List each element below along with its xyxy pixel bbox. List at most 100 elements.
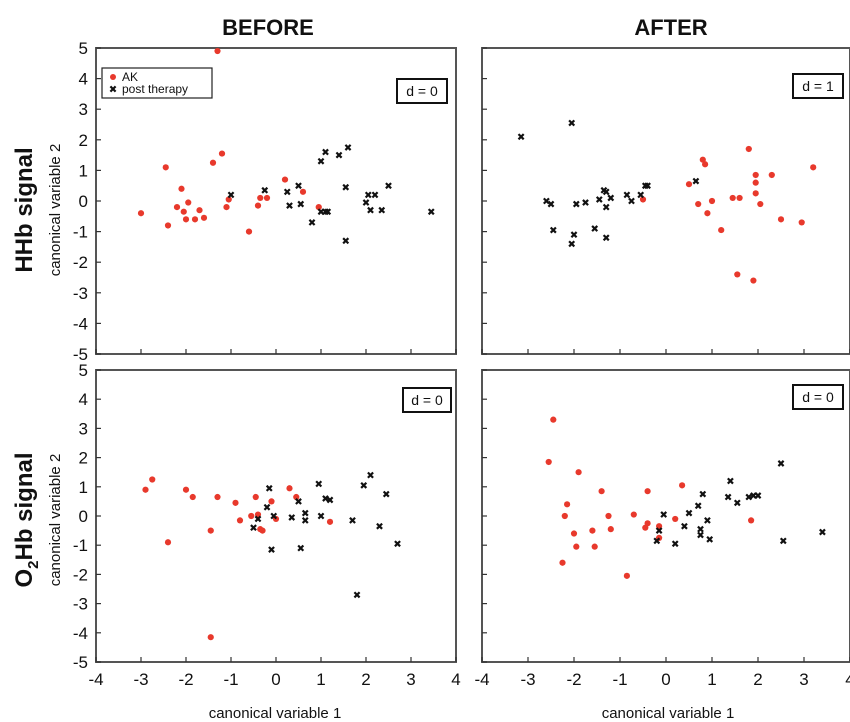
point-post-therapy <box>342 183 350 191</box>
point-post-therapy-stroke-b <box>317 157 325 165</box>
point-post-therapy <box>582 199 589 206</box>
point-post-therapy-stroke-b <box>261 186 269 194</box>
point-ak <box>214 493 221 501</box>
point-ak <box>263 194 271 202</box>
point-ak <box>185 199 192 206</box>
annotation-text: d = 0 <box>411 392 443 408</box>
point-ak <box>545 458 552 466</box>
ytick-label: -1 <box>73 223 88 242</box>
xtick-label: 0 <box>271 670 280 689</box>
point-post-therapy <box>371 191 379 199</box>
point-post-therapy-stroke-b <box>297 544 305 552</box>
annotation-text: d = 1 <box>802 78 834 94</box>
point-post-therapy <box>367 471 374 479</box>
point-post-therapy <box>727 477 734 485</box>
point-ak <box>575 469 582 476</box>
point-ak <box>315 204 322 211</box>
point-ak <box>550 416 557 423</box>
point-post-therapy-stroke-b <box>360 481 368 489</box>
xtick-label: -1 <box>612 670 627 689</box>
point-ak <box>200 214 208 221</box>
point-post-therapy <box>694 502 702 510</box>
point-ak <box>708 197 716 205</box>
point-ak <box>679 482 686 489</box>
point-post-therapy <box>724 493 732 501</box>
point-post-therapy-stroke-b <box>364 191 372 199</box>
ytick-label: -1 <box>73 536 88 555</box>
point-ak <box>736 194 743 202</box>
point-ak <box>207 527 214 534</box>
point-ak <box>182 486 190 493</box>
point-post-therapy <box>697 531 704 539</box>
point-post-therapy-stroke-b <box>602 203 610 211</box>
point-ak <box>639 196 647 203</box>
ytick-label: 1 <box>79 161 88 180</box>
ytick-label: 0 <box>79 507 88 526</box>
point-ak <box>232 499 239 506</box>
point-ak <box>268 498 275 505</box>
point-post-therapy-stroke-b <box>568 240 576 248</box>
point-post-therapy-stroke-b <box>655 527 663 534</box>
point-post-therapy-stroke-b <box>342 237 350 245</box>
point-post-therapy-stroke-b <box>308 219 316 226</box>
point-post-therapy-stroke-b <box>706 535 714 543</box>
point-post-therapy <box>263 503 271 511</box>
point-post-therapy-stroke-b <box>777 460 785 467</box>
point-post-therapy <box>697 525 704 533</box>
ytick-label: -5 <box>73 653 88 672</box>
point-ak <box>685 181 693 188</box>
ytick-label: 5 <box>79 361 88 380</box>
point-post-therapy-stroke-b <box>367 471 374 479</box>
point-ak <box>257 194 264 202</box>
xtick-label: 0 <box>661 670 670 689</box>
point-post-therapy-stroke-b <box>724 493 732 501</box>
point-post-therapy <box>754 492 762 499</box>
xtick-label: -2 <box>566 670 581 689</box>
point-post-therapy <box>227 191 235 199</box>
point-post-therapy <box>265 484 273 492</box>
point-post-therapy <box>324 208 332 216</box>
point-post-therapy <box>367 206 374 214</box>
point-post-therapy-stroke-b <box>268 546 275 553</box>
point-post-therapy-stroke-b <box>353 591 361 599</box>
xtick-label: -4 <box>474 670 489 689</box>
point-post-therapy <box>660 511 668 518</box>
point-post-therapy <box>360 481 368 489</box>
point-ak <box>644 488 651 495</box>
point-post-therapy-stroke-b <box>288 514 296 521</box>
point-post-therapy-stroke-b <box>270 512 278 520</box>
point-ak <box>748 517 755 524</box>
point-post-therapy <box>376 522 383 530</box>
point-post-therapy-stroke-b <box>607 194 615 202</box>
column-title-after: AFTER <box>634 15 707 40</box>
point-post-therapy-stroke-b <box>385 182 392 190</box>
point-post-therapy <box>602 234 610 242</box>
legend-label-ak: AK <box>122 70 138 84</box>
annotation-box <box>792 384 844 410</box>
row-title-o2hb-prefix: O <box>11 569 38 588</box>
ylabel-bottom: canonical variable 2 <box>47 454 64 587</box>
point-ak <box>564 501 571 508</box>
legend-marker-post-therapy-stroke-b <box>109 85 117 93</box>
point-post-therapy-stroke-b <box>295 182 302 190</box>
point-post-therapy-stroke-b <box>378 206 386 214</box>
point-post-therapy-stroke-b <box>547 200 555 208</box>
xlabel-left: canonical variable 1 <box>209 705 342 722</box>
point-ak <box>259 527 266 534</box>
point-ak <box>149 476 156 483</box>
xtick-label: 4 <box>451 670 460 689</box>
point-ak <box>223 204 230 211</box>
point-ak <box>605 512 612 520</box>
point-post-therapy <box>364 191 372 199</box>
point-post-therapy-stroke-b <box>301 517 309 524</box>
point-post-therapy-stroke-b <box>595 196 603 203</box>
xtick-label: 1 <box>707 670 716 689</box>
point-ak <box>248 512 255 520</box>
point-post-therapy-stroke-b <box>582 199 589 206</box>
xlabel-right: canonical variable 1 <box>602 705 735 722</box>
point-post-therapy <box>301 509 309 517</box>
xtick-label: -2 <box>178 670 193 689</box>
point-post-therapy <box>286 202 293 209</box>
